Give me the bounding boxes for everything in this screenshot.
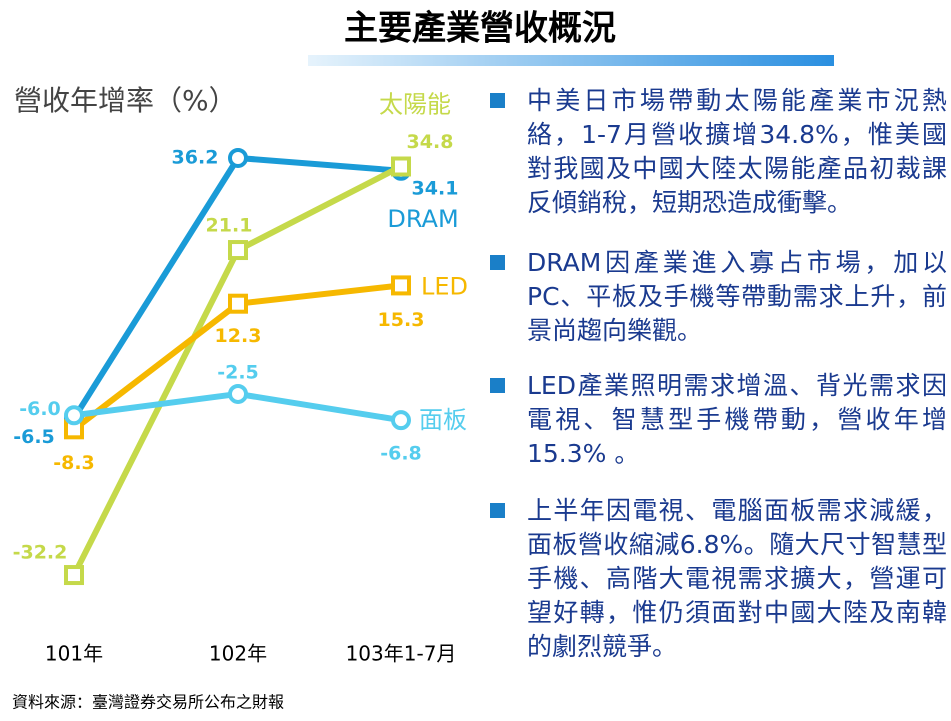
marker: [228, 240, 248, 261]
data-label: 34.1: [412, 177, 459, 199]
bullet: 上半年因電視、電腦面板需求減緩，面板營收縮減6.8%。隨大尺寸智慧型手機、高階大…: [486, 494, 948, 664]
bullet-icon: [490, 378, 505, 393]
data-label: -6.8: [380, 443, 422, 465]
legend-label: LED: [421, 272, 468, 300]
bullet-text: LED產業照明需求增溫、背光需求因電視、智慧型手機帶動，營收年增15.3% 。: [527, 371, 947, 468]
marker: [64, 565, 84, 586]
marker: [228, 383, 248, 404]
data-label: -8.3: [53, 452, 95, 474]
data-label: -32.2: [13, 542, 68, 564]
marker: [228, 293, 248, 314]
x-tick-label: 101年: [45, 642, 103, 666]
bullet-icon: [490, 93, 505, 108]
data-label: -6.5: [13, 426, 55, 448]
marker: [391, 410, 411, 431]
legend-label: DRAM: [387, 205, 458, 233]
title-bar: [308, 55, 834, 66]
bullet-text: 中美日市場帶動太陽能產業市況熱絡，1-7月營收擴增34.8%，惟美國對我國及中國…: [527, 86, 947, 217]
y-axis-label: 營收年增率（%）: [14, 84, 237, 117]
marker: [228, 147, 248, 168]
marker: [391, 275, 411, 296]
bullet-text: 上半年因電視、電腦面板需求減緩，面板營收縮減6.8%。隨大尺寸智慧型手機、高階大…: [527, 496, 947, 661]
marker: [391, 156, 411, 177]
x-tick-label: 102年: [209, 642, 267, 666]
bullet: DRAM因產業進入寡占市場，加以PC、平板及手機等帶動需求上升，前景尚趨向樂觀。: [486, 246, 948, 348]
legend-label: 面板: [419, 406, 467, 434]
data-label: 36.2: [172, 146, 219, 168]
bullet-icon: [490, 255, 505, 270]
bullet-text: DRAM因產業進入寡占市場，加以PC、平板及手機等帶動需求上升，前景尚趨向樂觀。: [527, 248, 947, 345]
source: 資料來源：臺灣證券交易所公布之財報: [12, 693, 284, 712]
bullet: 中美日市場帶動太陽能產業市況熱絡，1-7月營收擴增34.8%，惟美國對我國及中國…: [486, 84, 948, 220]
title: 主要產業營收概況: [344, 9, 616, 49]
data-label: 12.3: [215, 325, 262, 347]
data-label: -6.0: [19, 398, 61, 420]
bullet-icon: [490, 503, 505, 518]
marker: [64, 405, 84, 426]
bullet: LED產業照明需求增溫、背光需求因電視、智慧型手機帶動，營收年增15.3% 。: [486, 369, 948, 471]
data-label: 15.3: [378, 309, 425, 331]
data-label: -2.5: [217, 361, 259, 383]
data-label: 34.8: [407, 131, 454, 153]
legend-label: 太陽能: [379, 91, 451, 119]
x-tick-label: 103年1-7月: [346, 642, 457, 666]
data-label: 21.1: [206, 215, 253, 237]
